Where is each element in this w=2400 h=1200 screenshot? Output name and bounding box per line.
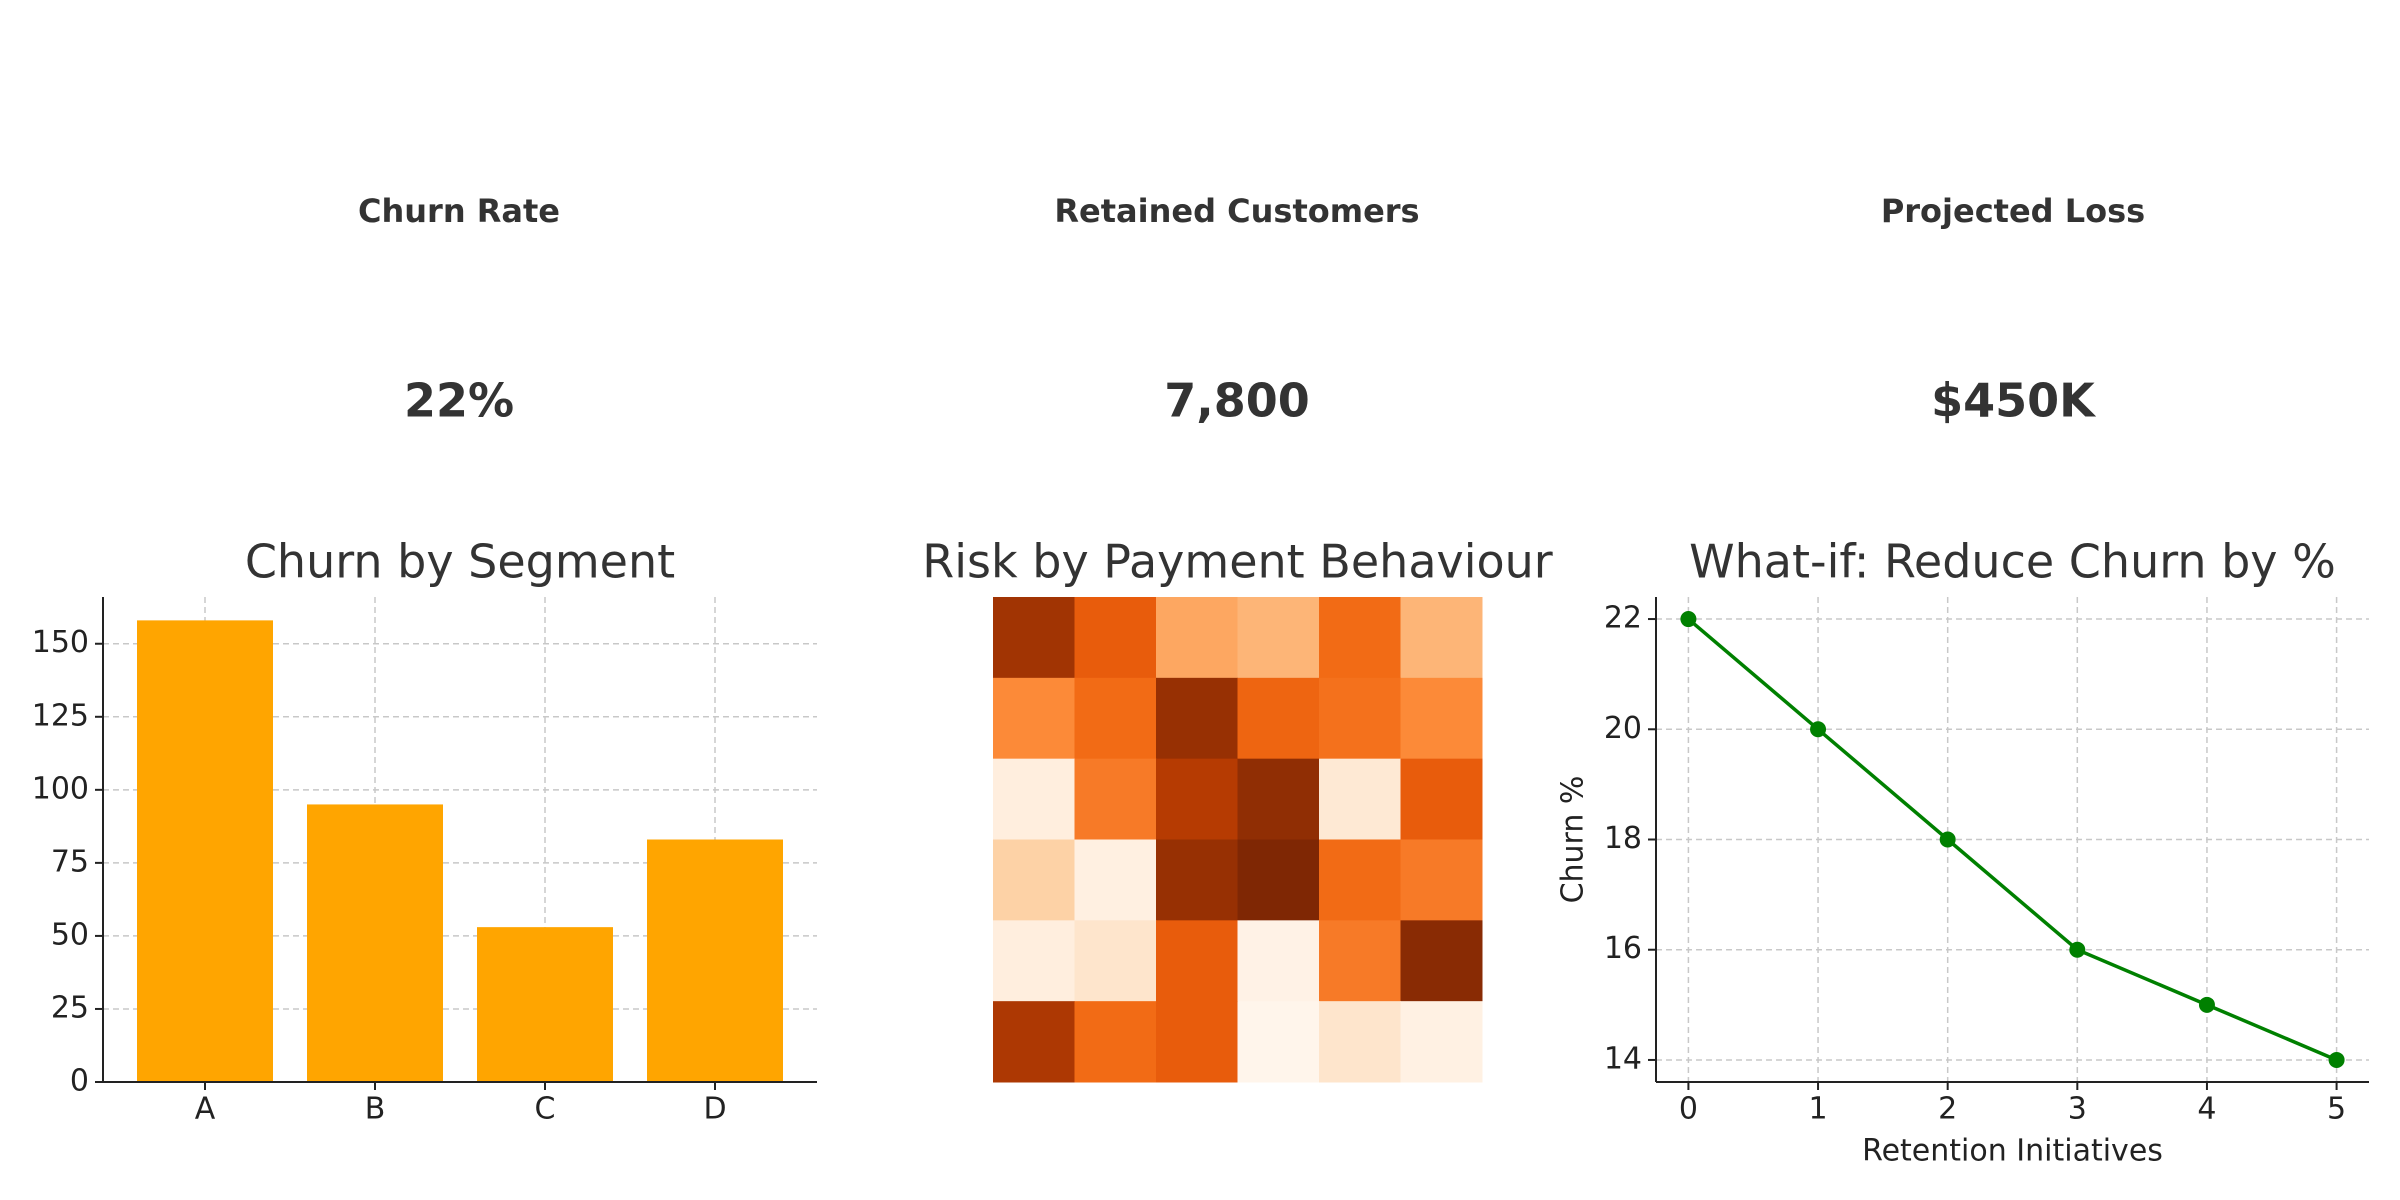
line	[1687, 617, 2338, 1062]
chart-title: Risk by Payment Behaviour	[922, 535, 1553, 589]
bar	[647, 839, 783, 1082]
y-tick-label: 125	[32, 698, 89, 733]
y-tick-label: 16	[1604, 931, 1642, 966]
x-tick-label: 0	[1679, 1092, 1698, 1127]
x-axis-label: Retention Initiatives	[1862, 1134, 2163, 1169]
y-tick-label: 50	[51, 917, 89, 952]
heatmap-cell	[1237, 597, 1320, 679]
kpi-value: $450K	[1931, 374, 2097, 428]
x-tick-label: C	[535, 1092, 556, 1127]
point	[1810, 721, 1827, 738]
heatmap-cell	[1400, 1001, 1483, 1083]
heatmap-cell	[1400, 758, 1483, 840]
heatmap-cell	[1074, 920, 1157, 1002]
y-tick-label: 20	[1604, 711, 1642, 746]
x-tick-label: A	[195, 1092, 216, 1127]
bar	[137, 620, 273, 1082]
heatmap-cell	[1074, 1001, 1157, 1083]
heatmap-cell	[1074, 597, 1157, 679]
y-tick-label: 0	[70, 1064, 89, 1099]
kpi-value: 22%	[404, 374, 514, 428]
heatmap-cell	[1237, 839, 1320, 921]
heatmap-cell	[993, 597, 1075, 679]
point	[2069, 941, 2086, 958]
chart-title: Churn by Segment	[245, 535, 675, 589]
heatmap-cell	[1156, 677, 1238, 760]
x-tick-label: 5	[2327, 1092, 2346, 1127]
y-tick-label: 75	[51, 844, 89, 879]
y-tick-label: 100	[32, 771, 89, 806]
heatmap-cell	[1156, 839, 1238, 921]
heatmap-cell	[1156, 1001, 1238, 1083]
kpi-label: Retained Customers	[1054, 192, 1419, 230]
y-tick-label: 150	[32, 625, 89, 660]
heatmap-cell	[1400, 597, 1483, 679]
point	[1939, 831, 1956, 848]
heatmap-cell	[1319, 677, 1401, 760]
x-tick-label: 4	[2197, 1092, 2216, 1127]
y-tick-label: 14	[1604, 1041, 1642, 1076]
heatmap-cell	[1237, 758, 1320, 840]
kpi-label: Churn Rate	[358, 192, 560, 230]
heatmap-cell	[1237, 677, 1320, 760]
heatmap-cell	[1319, 758, 1401, 840]
heatmap-cell	[993, 1001, 1075, 1083]
y-tick-label: 18	[1604, 821, 1642, 856]
x-tick-label: D	[703, 1092, 726, 1127]
heatmap-cell	[993, 920, 1075, 1002]
heatmap-cell	[1156, 758, 1238, 840]
heatmap-cell	[1074, 677, 1157, 760]
chart-title: What-if: Reduce Churn by %	[1689, 535, 2336, 589]
kpi-value: 7,800	[1164, 374, 1310, 428]
heatmap-cell	[1319, 839, 1401, 921]
heatmap-cell	[993, 758, 1075, 840]
point	[2328, 1051, 2345, 1068]
x-tick-label: 1	[1808, 1092, 1827, 1127]
heatmap-cell	[1156, 920, 1238, 1002]
heatmap-cell	[1319, 920, 1401, 1002]
heatmap-cell	[993, 677, 1075, 760]
x-tick-label: B	[365, 1092, 386, 1127]
x-tick-label: 3	[2068, 1092, 2087, 1127]
point	[1680, 611, 1697, 628]
heatmap-cell	[1237, 920, 1320, 1002]
kpi-label: Projected Loss	[1881, 192, 2145, 230]
y-tick-label: 25	[51, 990, 89, 1025]
y-axis-label: Churn %	[1556, 776, 1591, 904]
bar	[477, 927, 613, 1082]
x-tick-label: 2	[1938, 1092, 1957, 1127]
heatmap-cell	[1156, 597, 1238, 679]
heatmap-cell	[1074, 758, 1157, 840]
heatmap-cell	[1400, 839, 1483, 921]
heatmap-cell	[1237, 1001, 1320, 1083]
y-tick-label: 22	[1604, 601, 1642, 636]
bar	[307, 804, 443, 1082]
heatmap-cell	[1074, 839, 1157, 921]
heatmap-cell	[1400, 920, 1483, 1002]
heatmap-cell	[1400, 677, 1483, 760]
point	[2198, 996, 2215, 1013]
heatmap-cell	[1319, 597, 1401, 679]
heatmap-cell	[1319, 1001, 1401, 1083]
heatmap-cell	[993, 839, 1075, 921]
